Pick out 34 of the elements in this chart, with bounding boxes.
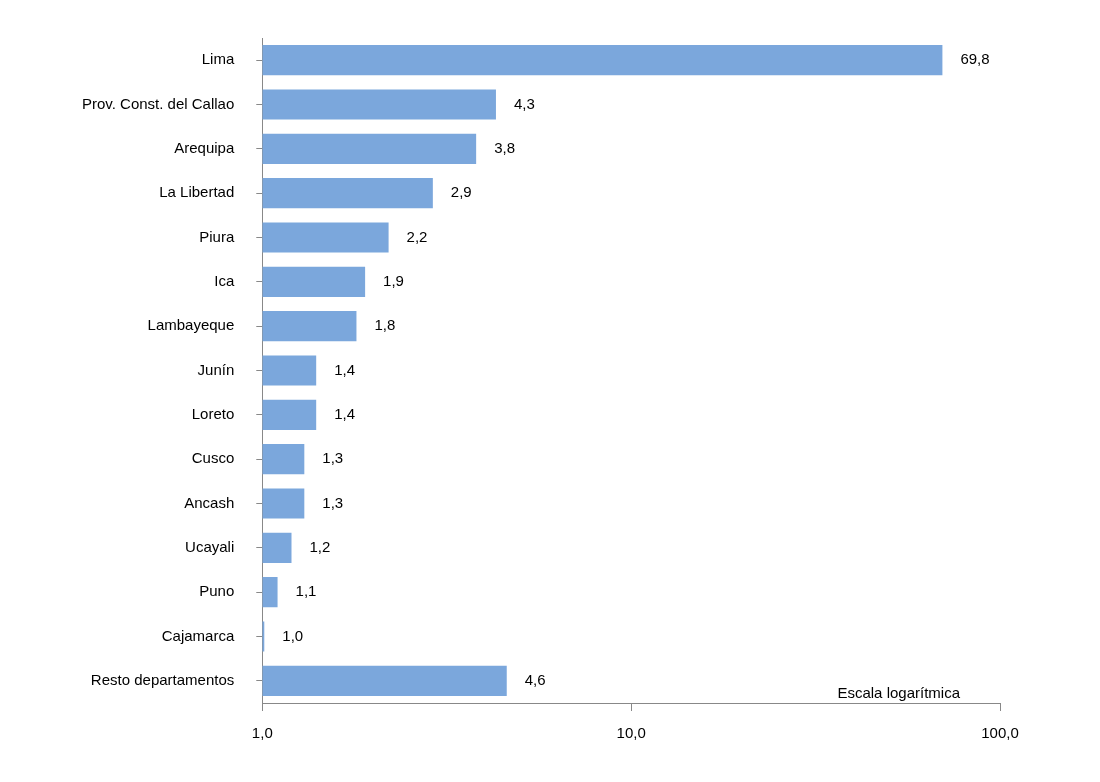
data-label: 1,3 [322,449,344,467]
y-tick-label: La Libertad [159,183,235,201]
y-tick-label: Cajamarca [161,626,235,644]
y-tick-label: Prov. Const. del Callao [82,94,235,112]
data-label: 2,9 [450,183,472,201]
data-label: 3,8 [494,138,516,156]
y-tick-label: Piura [199,227,235,245]
data-label: 69,8 [960,50,990,68]
x-tick-label: 1,0 [251,724,273,742]
annotation: Escala logarítmica [837,683,961,701]
data-label: 2,2 [406,227,428,245]
y-tick-label: Ica [214,271,235,289]
data-label: 1,0 [282,626,304,644]
x-tick-label: 10,0 [616,724,646,742]
data-label: 4,3 [513,94,535,112]
y-tick-label: Ucayali [185,537,235,555]
data-label: 1,8 [374,316,396,334]
data-label: 1,1 [295,582,317,600]
y-tick-label: Arequipa [174,138,235,156]
y-tick-label: Puno [199,582,235,600]
y-tick-label: Resto departamentos [90,670,235,688]
y-tick-label: Junín [197,360,235,378]
y-tick-label: Loreto [191,404,235,422]
data-label: 1,4 [334,360,356,378]
data-label: 4,6 [524,670,546,688]
y-tick-label: Lima [201,50,235,68]
y-tick-label: Cusco [191,449,235,467]
data-label: 1,9 [383,271,404,289]
data-label: 1,4 [334,404,356,422]
data-label: 1,3 [322,493,344,511]
x-tick-label: 100,0 [981,724,1019,742]
y-tick-label: Lambayeque [147,316,235,334]
data-label: 1,2 [309,537,331,555]
y-tick-label: Ancash [184,493,235,511]
